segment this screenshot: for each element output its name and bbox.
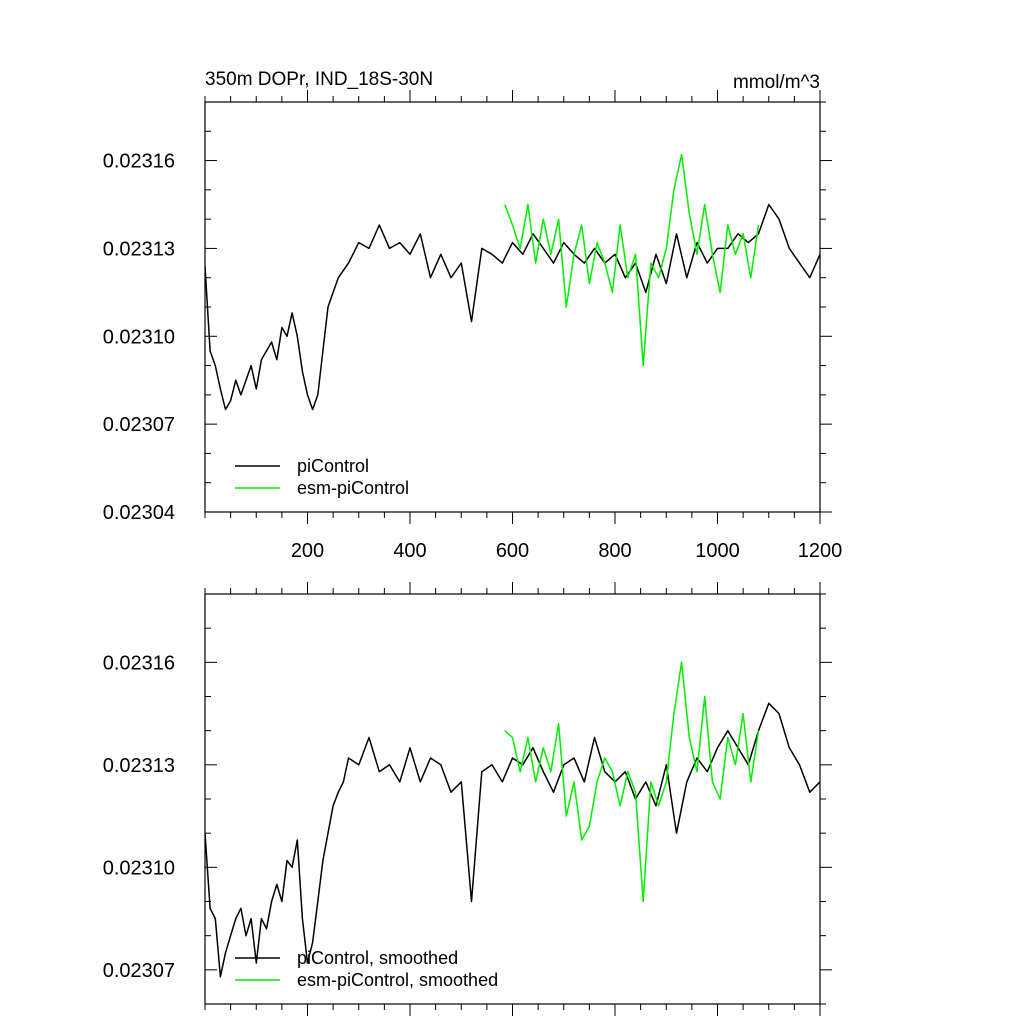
- x-tick-label: 1000: [695, 540, 740, 562]
- y-tick-label: 0.02310: [103, 326, 175, 348]
- y-tick-label: 0.02304: [103, 502, 175, 524]
- series-line-picontrol: [205, 203, 820, 411]
- legend-label: esm-piControl: [297, 478, 409, 498]
- y-tick-label: 0.02310: [103, 857, 175, 879]
- legend-label: piControl: [297, 456, 369, 476]
- series-line-picontrol-smoothed: [205, 702, 820, 978]
- y-tick-label: 0.02316: [103, 151, 175, 173]
- y-tick-label: 0.02313: [103, 755, 175, 777]
- legend-label: esm-piControl, smoothed: [297, 970, 498, 990]
- y-tick-label: 0.02316: [103, 652, 175, 674]
- x-tick-label: 1200: [798, 540, 843, 562]
- chart-title: 350m DOPr, IND_18S-30N: [205, 69, 433, 90]
- units-label: mmol/m^3: [733, 72, 820, 93]
- x-tick-label: 600: [496, 540, 529, 562]
- legend-label: piControl, smoothed: [297, 948, 458, 968]
- plot-frame: [204, 593, 821, 1005]
- bottom-panel: 0.02307 0.02310 0.02313 0.02316 piControl, s…: [103, 582, 832, 1016]
- y-tick-label: 0.02307: [103, 414, 175, 436]
- series-line-esm-picontrol-smoothed: [504, 661, 760, 903]
- x-tick-label: 800: [598, 540, 631, 562]
- x-tick-label: 200: [291, 540, 324, 562]
- y-tick-label: 0.02313: [103, 238, 175, 260]
- x-tick-label: 400: [393, 540, 426, 562]
- series-line-esm-picontrol: [504, 153, 760, 367]
- top-panel: 200 400 600 800 1000 1200 0.02304 0.02307 0.0231…: [103, 69, 843, 562]
- y-tick-label: 0.02307: [103, 960, 175, 982]
- plot-frame: [204, 101, 821, 513]
